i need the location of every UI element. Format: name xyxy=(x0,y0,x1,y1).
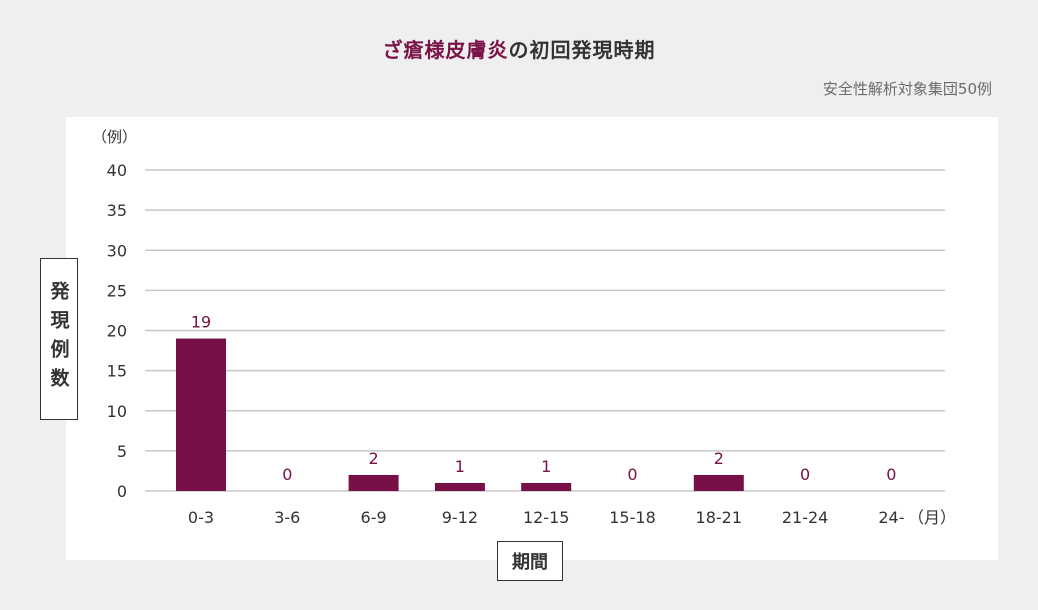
value-label: 1 xyxy=(455,457,465,476)
bar xyxy=(434,482,485,491)
y-tick-labels: 0 5 10 15 20 25 30 35 40 xyxy=(107,161,127,501)
bar xyxy=(693,474,744,491)
x-tick-label: 0-3 xyxy=(188,508,214,527)
y-axis-title-text: 発現例数 xyxy=(47,281,70,397)
value-label: 2 xyxy=(714,449,724,468)
value-labels: 19 0 2 1 1 0 2 0 0 xyxy=(191,313,897,484)
x-tick-labels: 0-3 3-6 6-9 9-12 12-15 15-18 18-21 21-24 24- xyxy=(188,508,905,527)
y-tick-label: 5 xyxy=(117,442,127,461)
value-label: 2 xyxy=(369,449,379,468)
y-tick-label: 15 xyxy=(107,362,127,381)
y-tick-label: 0 xyxy=(117,482,127,501)
y-unit-label: （例） xyxy=(92,128,137,146)
chart-title-highlight: ざ瘡様皮膚炎 xyxy=(382,38,509,62)
bar xyxy=(348,474,399,491)
x-tick-label: 18-21 xyxy=(696,508,743,527)
value-label: 19 xyxy=(191,313,211,332)
y-axis-title: 発現例数 xyxy=(40,258,78,420)
y-tick-label: 20 xyxy=(107,322,127,341)
chart-title: ざ瘡様皮膚炎の初回発現時期 xyxy=(0,34,1038,63)
bars xyxy=(176,338,744,491)
x-axis-title-text: 期間 xyxy=(512,552,548,573)
x-axis-title: 期間 xyxy=(497,541,563,581)
chart-subtitle: 安全性解析対象集団50例 xyxy=(822,80,992,98)
y-tick-label: 30 xyxy=(107,241,127,260)
y-tick-label: 35 xyxy=(107,201,127,220)
x-tick-label: 9-12 xyxy=(442,508,478,527)
x-tick-label: 21-24 xyxy=(782,508,829,527)
x-tick-label: 24- xyxy=(878,508,904,527)
y-tick-label: 40 xyxy=(107,161,127,180)
value-label: 0 xyxy=(800,465,810,484)
chart-title-rest: の初回発現時期 xyxy=(508,38,656,62)
x-tick-label: 12-15 xyxy=(523,508,570,527)
x-tick-label: 3-6 xyxy=(274,508,300,527)
value-label: 0 xyxy=(627,465,637,484)
y-tick-label: 10 xyxy=(107,402,127,421)
value-label: 0 xyxy=(886,465,896,484)
bar xyxy=(176,338,226,491)
grid-lines xyxy=(145,169,945,492)
value-label: 1 xyxy=(541,457,551,476)
bar xyxy=(521,482,572,491)
y-tick-label: 25 xyxy=(107,281,127,300)
value-label: 0 xyxy=(282,465,292,484)
x-tick-label: 15-18 xyxy=(609,508,656,527)
x-tick-label: 6-9 xyxy=(361,508,387,527)
x-unit-label: （月） xyxy=(908,508,956,527)
